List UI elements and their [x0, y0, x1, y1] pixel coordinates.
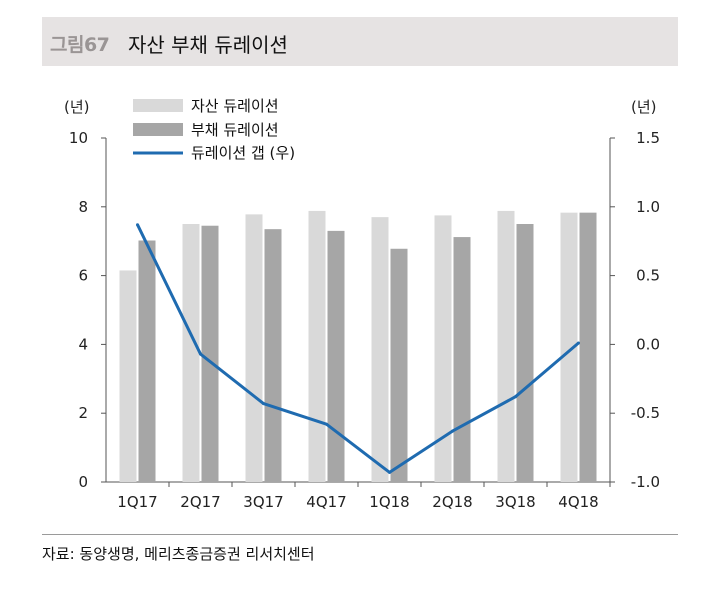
- duration-gap-point: [136, 223, 139, 227]
- duration-gap-point: [451, 429, 454, 433]
- x-tick-label: 1Q17: [117, 493, 157, 511]
- liability-duration-bar: [201, 225, 219, 482]
- x-tick-label: 4Q18: [558, 493, 598, 511]
- duration-gap-point: [514, 395, 517, 399]
- right-tick-label: 0.0: [636, 335, 660, 353]
- right-tick-label: 0.5: [636, 267, 660, 285]
- left-tick-label: 10: [69, 129, 88, 147]
- left-tick-label: 8: [78, 198, 88, 216]
- duration-chart: 0 2 4 6 8 10 -1.0 -0.5 0.0 0.5 1.0 1.5 (년) (년) 1Q17 2Q1…: [64, 97, 660, 511]
- legend-label-liability: 부채 듀레이션: [191, 121, 279, 139]
- asset-duration-bar: [560, 212, 578, 482]
- duration-gap-point: [388, 470, 391, 474]
- figure-title: 자산 부채 듀레이션: [128, 33, 288, 57]
- left-tick-label: 2: [78, 404, 88, 422]
- x-tick-label: 3Q17: [243, 493, 283, 511]
- legend-label-asset: 자산 듀레이션: [191, 97, 279, 115]
- legend-swatch-liability: [133, 123, 183, 136]
- right-tick-label: 1.5: [636, 129, 660, 147]
- left-tick-label: 6: [78, 267, 88, 285]
- duration-gap-point: [325, 422, 328, 426]
- legend-swatch-asset: [133, 99, 183, 112]
- right-tick-label: 1.0: [636, 198, 660, 216]
- x-tick-label: 4Q17: [306, 493, 346, 511]
- liability-duration-bar: [516, 224, 534, 482]
- asset-duration-bar: [497, 210, 515, 483]
- duration-gap-point: [199, 352, 202, 356]
- x-tick-label: 2Q17: [180, 493, 220, 511]
- asset-duration-bar: [119, 270, 137, 482]
- duration-gap-point: [262, 402, 265, 406]
- right-tick-label: -0.5: [631, 404, 660, 422]
- asset-duration-bar: [182, 224, 200, 482]
- asset-duration-bar: [371, 217, 389, 482]
- source-note: 자료: 동양생명, 메리츠종금증권 리서치센터: [42, 545, 315, 563]
- liability-duration-bar: [138, 240, 156, 482]
- source-divider: [42, 534, 678, 535]
- x-tick-label: 1Q18: [369, 493, 409, 511]
- right-tick-label: -1.0: [631, 473, 660, 491]
- left-tick-label: 0: [78, 473, 88, 491]
- duration-gap-point: [577, 341, 580, 345]
- left-axis-unit: (년): [64, 98, 90, 116]
- liability-duration-bar: [579, 212, 597, 482]
- liability-duration-bar: [390, 248, 408, 482]
- duration-gap-line: [136, 224, 580, 474]
- x-tick-label: 2Q18: [432, 493, 472, 511]
- figure-number: 그림67: [50, 34, 110, 56]
- asset-duration-bar: [308, 210, 326, 483]
- asset-duration-bar: [434, 215, 452, 482]
- liability-duration-bar: [453, 237, 471, 482]
- legend-label-gap: 듀레이션 갭 (우): [191, 144, 295, 162]
- figure-title-bar: 그림67 자산 부채 듀레이션: [42, 17, 678, 66]
- right-axis-unit: (년): [631, 98, 657, 116]
- left-tick-label: 4: [78, 335, 88, 353]
- liability-duration-bar: [327, 230, 345, 482]
- liability-duration-bar: [264, 229, 282, 482]
- x-tick-label: 3Q18: [495, 493, 535, 511]
- asset-duration-bar: [245, 214, 263, 483]
